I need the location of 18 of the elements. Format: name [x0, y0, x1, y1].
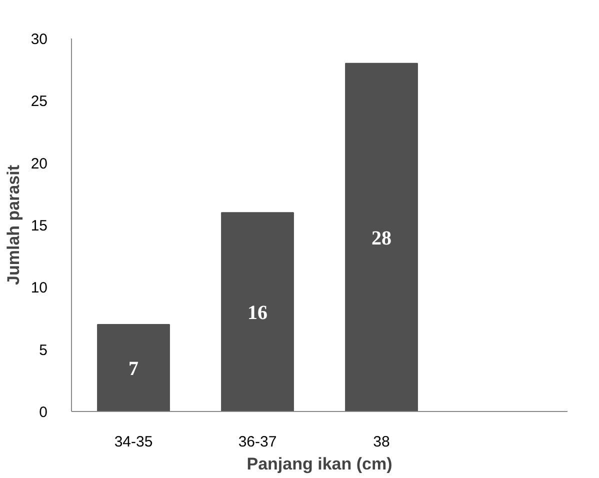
y-tick-label: 30	[30, 31, 48, 48]
x-tick-label: 36-37	[238, 434, 277, 450]
y-tick-label: 5	[39, 342, 48, 359]
data-label: 28	[372, 227, 392, 250]
y-tick-label: 10	[30, 280, 48, 297]
bar	[221, 212, 294, 412]
x-tick-label: 34-35	[114, 434, 153, 450]
y-tick-label: 15	[30, 218, 48, 234]
data-label: 16	[248, 302, 268, 324]
x-axis-title: Panjang ikan (cm)	[246, 454, 392, 474]
y-axis-title: Jumlah parasit	[4, 164, 23, 285]
y-tick-label: 20	[30, 155, 48, 172]
y-tick-label: 0	[39, 404, 48, 421]
bar	[345, 62, 418, 412]
y-tick-label: 25	[30, 93, 48, 110]
bar	[97, 324, 170, 412]
x-tick-label: 38	[373, 434, 390, 450]
data-label: 7	[128, 358, 138, 380]
